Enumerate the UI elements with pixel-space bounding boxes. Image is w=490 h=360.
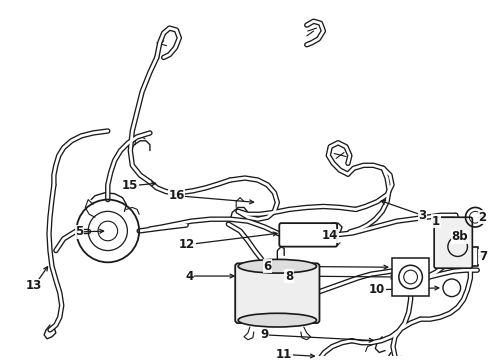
Text: 5: 5: [75, 225, 83, 238]
Text: 11: 11: [276, 348, 293, 360]
Bar: [392, 258, 429, 296]
Ellipse shape: [238, 259, 317, 273]
Text: 12: 12: [179, 238, 196, 251]
FancyBboxPatch shape: [434, 217, 472, 268]
Text: 2: 2: [478, 211, 486, 224]
Text: 13: 13: [26, 279, 43, 292]
Text: 8b: 8b: [451, 230, 468, 243]
FancyBboxPatch shape: [279, 223, 337, 247]
Text: 6: 6: [264, 260, 271, 273]
Text: 9: 9: [261, 328, 269, 341]
FancyBboxPatch shape: [235, 263, 319, 323]
Text: 15: 15: [122, 179, 139, 192]
Text: 8: 8: [285, 270, 293, 283]
Text: 4: 4: [185, 270, 193, 283]
Text: 10: 10: [369, 283, 386, 296]
Text: 1: 1: [432, 215, 440, 228]
Text: 14: 14: [322, 229, 339, 242]
Text: 16: 16: [168, 189, 185, 202]
Text: 3: 3: [418, 209, 426, 222]
Ellipse shape: [238, 313, 317, 327]
Text: 7: 7: [479, 250, 487, 263]
